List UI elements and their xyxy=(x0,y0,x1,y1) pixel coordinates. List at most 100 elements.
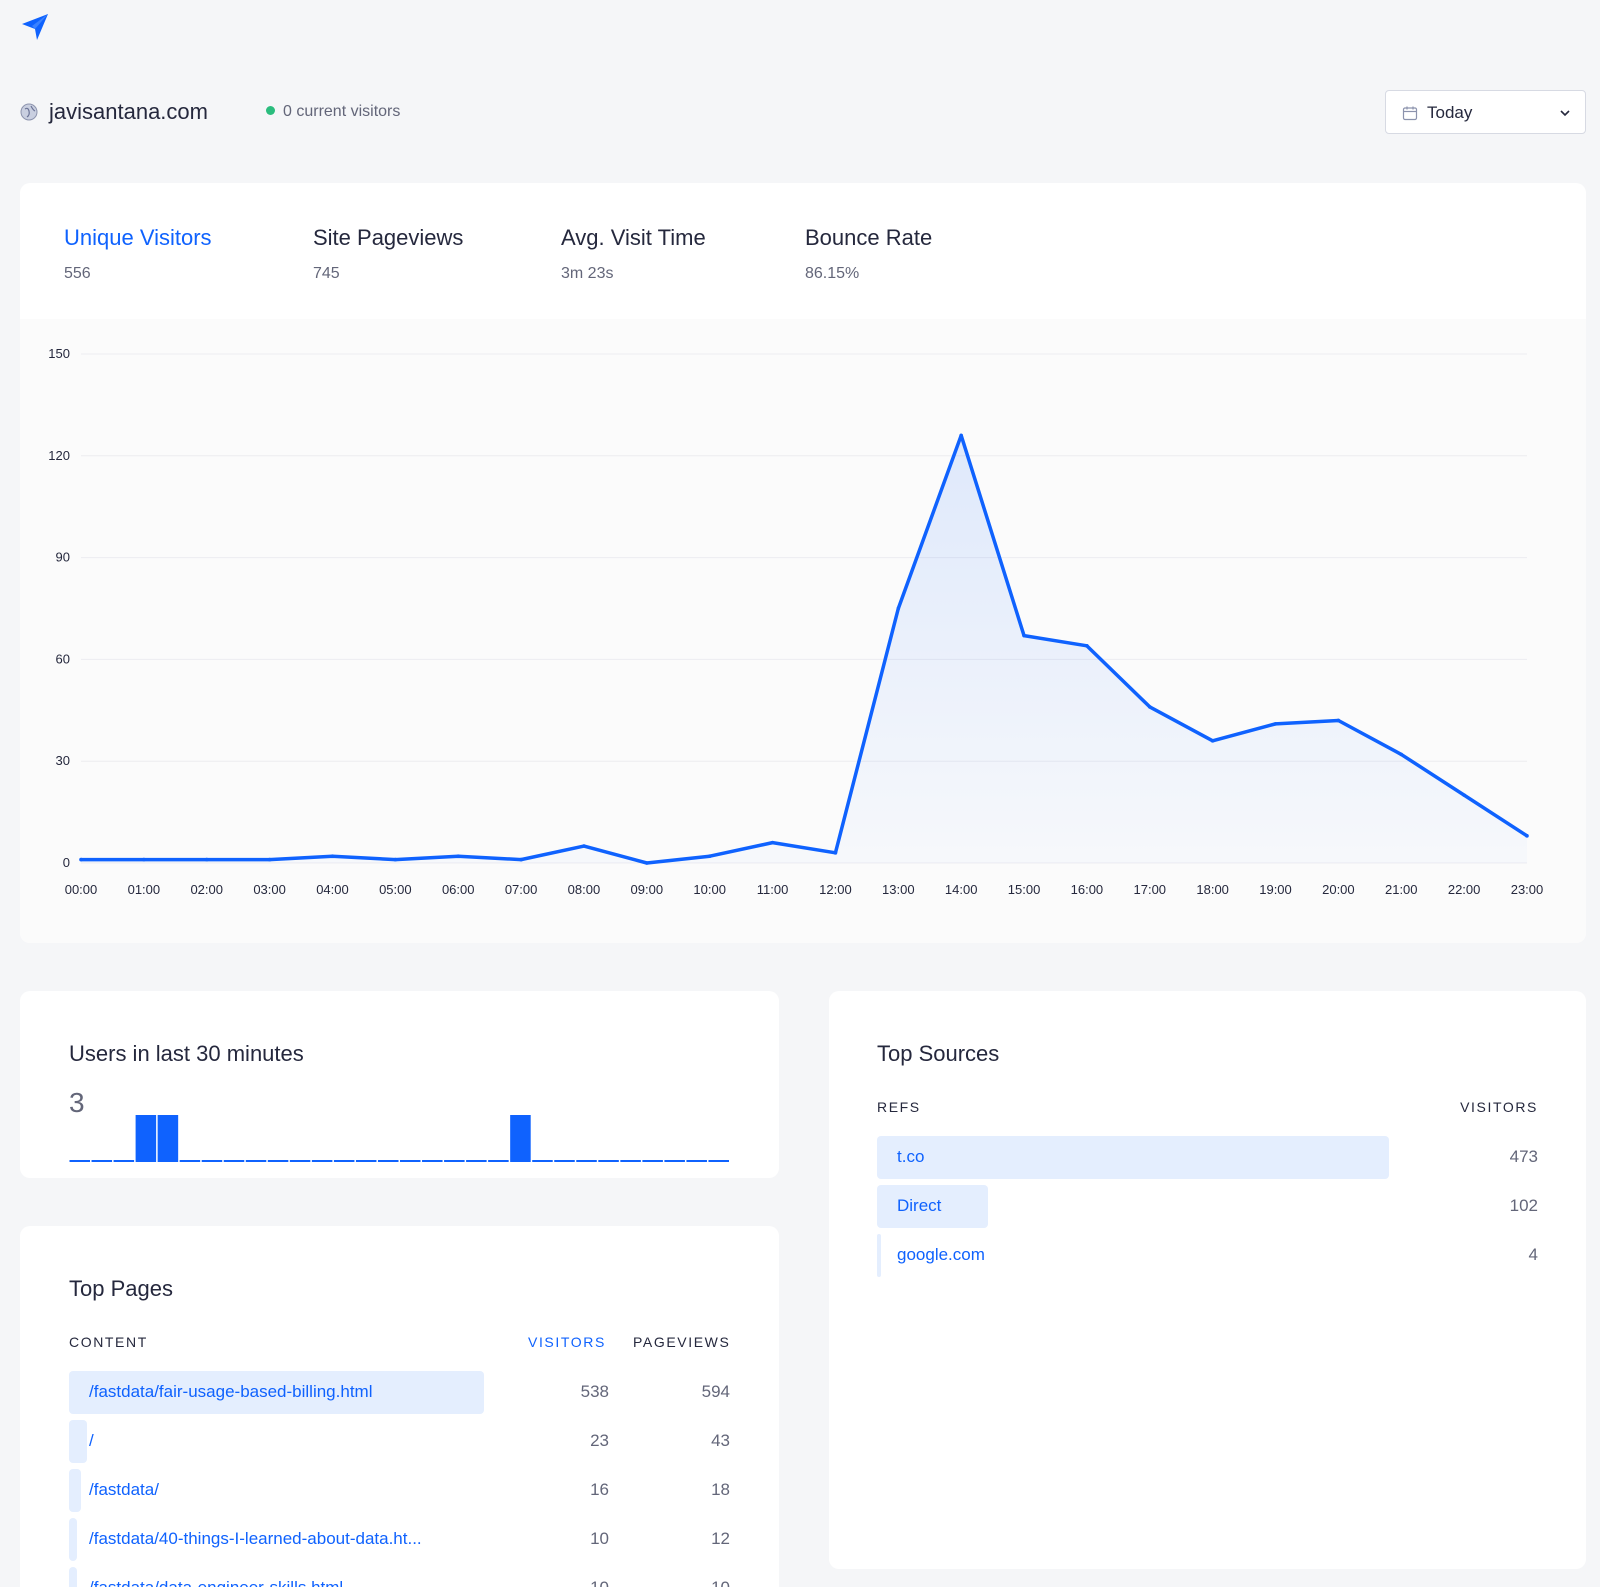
col-pageviews-header[interactable]: PAGEVIEWS xyxy=(633,1334,731,1350)
col-source-visitors-header[interactable]: VISITORS xyxy=(1460,1099,1538,1115)
minute-bar-empty xyxy=(664,1160,685,1162)
page-path-link[interactable]: /fastdata/data-engineer-skills.html xyxy=(89,1578,343,1587)
source-ref-link[interactable]: Direct xyxy=(897,1196,942,1215)
minute-bar-empty xyxy=(201,1160,223,1162)
minute-bar-empty xyxy=(422,1160,443,1162)
data-point xyxy=(1085,644,1089,648)
visitors-chart-svg: 0 30 60 90 120 150 00:00 01:00 02:00 03:00 04:00 05… xyxy=(48,346,1544,897)
source-row[interactable]: t.co 473 xyxy=(877,1136,1538,1179)
kpi-avg-visit-time[interactable]: Avg. Visit Time 3m 23s xyxy=(561,225,706,283)
logo-icon[interactable] xyxy=(20,12,50,42)
minute-bar xyxy=(157,1115,179,1162)
kpi-unique-visitors[interactable]: Unique Visitors 556 xyxy=(64,225,212,283)
y-tick-label: 150 xyxy=(48,346,70,361)
kpi-label: Bounce Rate xyxy=(805,225,933,250)
page-share-bar xyxy=(69,1420,87,1463)
kpi-value: 3m 23s xyxy=(561,265,614,282)
minute-bar-empty xyxy=(576,1160,597,1162)
x-tick-label: 11:00 xyxy=(757,882,789,897)
x-tick-label: 04:00 xyxy=(316,882,349,897)
data-point xyxy=(142,857,146,862)
top-pages-title: Top Pages xyxy=(69,1276,173,1301)
users-last-30-card: Users in last 30 minutes 3 xyxy=(20,991,779,1178)
x-tick-label: 15:00 xyxy=(1008,882,1041,897)
page-share-bar xyxy=(69,1469,81,1512)
kpi-label: Avg. Visit Time xyxy=(561,225,706,250)
top-pages-card: Top Pages CONTENT VISITORS PAGEVIEWS /fa… xyxy=(20,1226,779,1587)
data-point xyxy=(645,861,649,865)
minute-bar xyxy=(135,1115,157,1162)
data-point xyxy=(1273,722,1278,726)
users-last-30-title: Users in last 30 minutes xyxy=(69,1041,304,1066)
y-tick-label: 30 xyxy=(56,753,70,768)
kpi-label: Unique Visitors xyxy=(64,225,212,250)
live-visitors: 0 current visitors xyxy=(266,103,400,121)
source-row[interactable]: google.com 4 xyxy=(877,1234,1538,1277)
source-ref-link[interactable]: google.com xyxy=(897,1245,985,1264)
data-point xyxy=(330,854,335,859)
page-row[interactable]: /fastdata/16 18 xyxy=(69,1469,730,1512)
minute-bar-empty xyxy=(708,1160,729,1162)
x-tick-label: 17:00 xyxy=(1134,882,1167,897)
page-visitors-value: 10 xyxy=(590,1578,609,1587)
data-point xyxy=(1336,718,1341,723)
x-tick-label: 16:00 xyxy=(1071,882,1104,897)
minute-bar-empty xyxy=(488,1160,509,1162)
page-path-link[interactable]: /fastdata/fair-usage-based-billing.html xyxy=(89,1382,373,1401)
x-tick-label: 13:00 xyxy=(882,882,915,897)
y-tick-label: 0 xyxy=(63,855,70,870)
x-tick-label: 12:00 xyxy=(819,882,852,897)
source-ref-link[interactable]: t.co xyxy=(897,1147,925,1166)
x-tick-label: 19:00 xyxy=(1259,882,1292,897)
data-point xyxy=(1462,793,1466,797)
x-tick-label: 00:00 xyxy=(65,882,98,897)
date-range-select[interactable]: Today xyxy=(1385,90,1586,134)
source-visitors-value: 473 xyxy=(1509,1147,1538,1166)
kpi-bounce-rate[interactable]: Bounce Rate 86.15% xyxy=(805,225,932,283)
minute-bar-empty xyxy=(333,1160,355,1162)
calendar-icon xyxy=(1402,106,1418,121)
page-visitors-value: 16 xyxy=(590,1480,609,1499)
site-header: javisantana.com 0 current visitors Today xyxy=(20,90,1586,134)
data-point xyxy=(456,854,461,859)
minute-bar-empty xyxy=(223,1160,245,1162)
data-point xyxy=(1210,739,1215,743)
date-range-label: Today xyxy=(1427,103,1473,122)
series-area xyxy=(81,435,1527,863)
x-tick-label: 23:00 xyxy=(1511,882,1544,897)
page-path-link[interactable]: /fastdata/40-things-I-learned-about-data… xyxy=(89,1529,422,1548)
page-path-link[interactable]: /fastdata/ xyxy=(89,1480,159,1499)
col-visitors-header[interactable]: VISITORS xyxy=(528,1334,606,1350)
page-row[interactable]: /fastdata/data-engineer-skills.html 10 10 xyxy=(69,1567,730,1587)
data-point xyxy=(267,857,272,862)
globe-icon xyxy=(20,103,38,121)
x-tick-label: 10:00 xyxy=(693,882,726,897)
kpi-value: 745 xyxy=(313,265,340,282)
y-tick-label: 60 xyxy=(56,651,70,666)
kpi-site-pageviews[interactable]: Site Pageviews 745 xyxy=(313,225,463,283)
page-path-link[interactable]: / xyxy=(89,1431,94,1450)
data-point xyxy=(519,857,523,862)
site-domain: javisantana.com xyxy=(49,99,208,124)
minute-bar-empty xyxy=(377,1160,399,1162)
y-tick-label: 90 xyxy=(56,550,70,565)
minute-bar-empty xyxy=(245,1160,267,1162)
minute-bar-empty xyxy=(355,1160,377,1162)
minute-bar-empty xyxy=(532,1160,553,1162)
x-tick-label: 20:00 xyxy=(1322,882,1355,897)
page-row[interactable]: /fastdata/40-things-I-learned-about-data… xyxy=(69,1518,730,1561)
minute-bar-empty xyxy=(466,1160,487,1162)
data-point xyxy=(204,857,209,862)
page-row[interactable]: /fastdata/fair-usage-based-billing.html 5… xyxy=(69,1371,730,1414)
data-point xyxy=(393,857,398,862)
x-tick-label: 07:00 xyxy=(505,882,538,897)
main-stats-card: Unique Visitors 556 Site Pageviews 745 A… xyxy=(20,183,1586,943)
users-last-30-bars xyxy=(69,1115,729,1162)
data-point xyxy=(1147,705,1152,709)
minute-bar-empty xyxy=(620,1160,641,1162)
live-visitors-label: 0 current visitors xyxy=(283,103,401,120)
live-dot-icon xyxy=(266,106,275,115)
data-point xyxy=(1525,834,1529,838)
page-row[interactable]: / 23 43 xyxy=(69,1420,730,1463)
source-row[interactable]: Direct 102 xyxy=(877,1185,1538,1228)
